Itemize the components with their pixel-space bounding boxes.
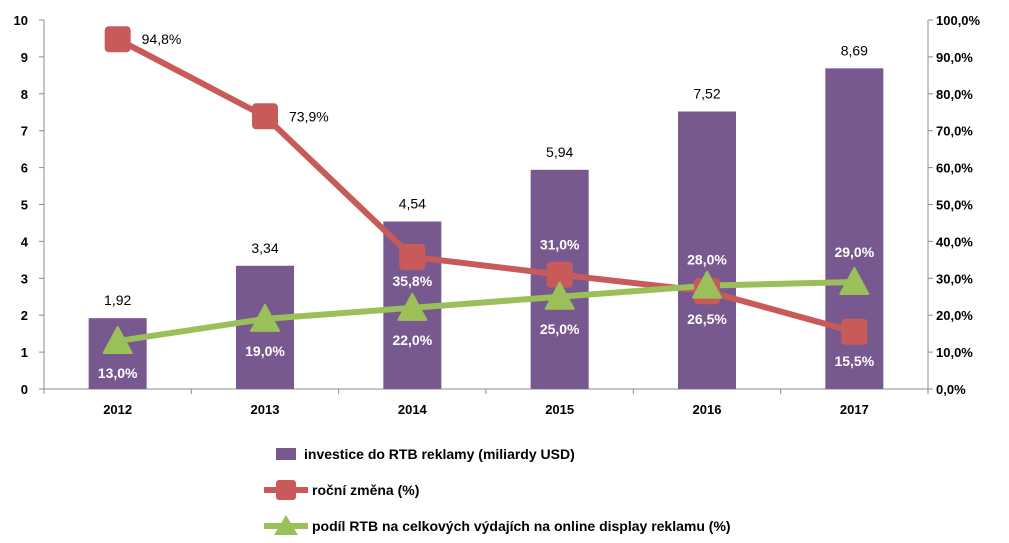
triangle-marker xyxy=(692,270,722,299)
bar-value-label: 8,69 xyxy=(841,42,868,58)
triangle-marker xyxy=(250,303,280,332)
right-tick-label: 20,0% xyxy=(936,308,973,323)
square-marker xyxy=(546,261,573,288)
right-tick-label: 90,0% xyxy=(936,50,973,65)
right-tick-label: 0,0% xyxy=(936,382,966,397)
share-value-label: 13,0% xyxy=(98,365,138,381)
triangle-marker xyxy=(397,292,428,321)
share-value-label: 29,0% xyxy=(834,244,874,260)
triangle-marker xyxy=(839,266,870,295)
left-tick-label: 8 xyxy=(21,87,28,102)
x-tick-label: 2017 xyxy=(840,402,869,417)
share-value-label: 19,0% xyxy=(245,343,285,359)
left-tick-label: 6 xyxy=(21,161,28,176)
change-value-label: 94,8% xyxy=(142,31,182,47)
bar-value-label: 7,52 xyxy=(693,86,720,102)
square-marker xyxy=(252,103,278,130)
bar xyxy=(678,111,736,390)
triangle-marker xyxy=(102,326,133,355)
square-marker xyxy=(841,318,868,345)
change-value-label: 26,5% xyxy=(687,311,727,327)
right-tick-label: 60,0% xyxy=(936,161,973,176)
square-marker xyxy=(399,243,426,270)
left-tick-label: 1 xyxy=(21,345,28,360)
share-value-label: 28,0% xyxy=(687,252,727,268)
x-tick-label: 2016 xyxy=(693,402,722,417)
change-value-label: 73,9% xyxy=(289,108,329,124)
legend-label-change: roční změna (%) xyxy=(312,482,419,498)
left-tick-label: 5 xyxy=(21,198,28,213)
square-marker xyxy=(104,26,131,53)
change-value-label: 31,0% xyxy=(540,237,580,253)
right-tick-label: 70,0% xyxy=(936,124,973,139)
x-tick-label: 2013 xyxy=(251,402,280,417)
legend-swatch-marker-share xyxy=(274,515,298,535)
right-tick-label: 30,0% xyxy=(936,271,973,286)
bar-value-label: 3,34 xyxy=(251,240,278,256)
legend-label-share: podíl RTB na celkových výdajích na onlin… xyxy=(312,518,731,534)
left-tick-label: 10 xyxy=(14,13,28,28)
legend-swatch-bar xyxy=(276,448,296,460)
x-tick-label: 2015 xyxy=(545,402,574,417)
bar-value-label: 1,92 xyxy=(104,292,131,308)
left-tick-label: 9 xyxy=(21,50,28,65)
right-tick-label: 10,0% xyxy=(936,345,973,360)
change-value-label: 35,8% xyxy=(392,273,432,289)
bar-value-label: 4,54 xyxy=(399,195,426,211)
right-tick-label: 80,0% xyxy=(936,87,973,102)
legend-label-bar: investice do RTB reklamy (miliardy USD) xyxy=(304,446,575,462)
left-tick-label: 3 xyxy=(21,271,28,286)
x-tick-label: 2012 xyxy=(103,402,132,417)
left-tick-label: 0 xyxy=(21,382,28,397)
triangle-marker xyxy=(544,281,575,310)
right-tick-label: 40,0% xyxy=(936,234,973,249)
line-rocni-zmena xyxy=(116,36,856,335)
left-tick-label: 7 xyxy=(21,124,28,139)
bar-value-label: 5,94 xyxy=(546,144,573,160)
x-tick-label: 2014 xyxy=(398,402,428,417)
share-value-label: 22,0% xyxy=(392,332,432,348)
share-value-label: 25,0% xyxy=(540,321,580,337)
change-value-label: 15,5% xyxy=(834,353,874,369)
left-tick-label: 2 xyxy=(21,308,28,323)
legend-swatch-marker-change xyxy=(276,480,296,500)
line-podil-rtb xyxy=(117,278,855,344)
right-tick-label: 100,0% xyxy=(936,13,981,28)
left-tick-label: 4 xyxy=(21,234,29,249)
right-tick-label: 50,0% xyxy=(936,198,973,213)
